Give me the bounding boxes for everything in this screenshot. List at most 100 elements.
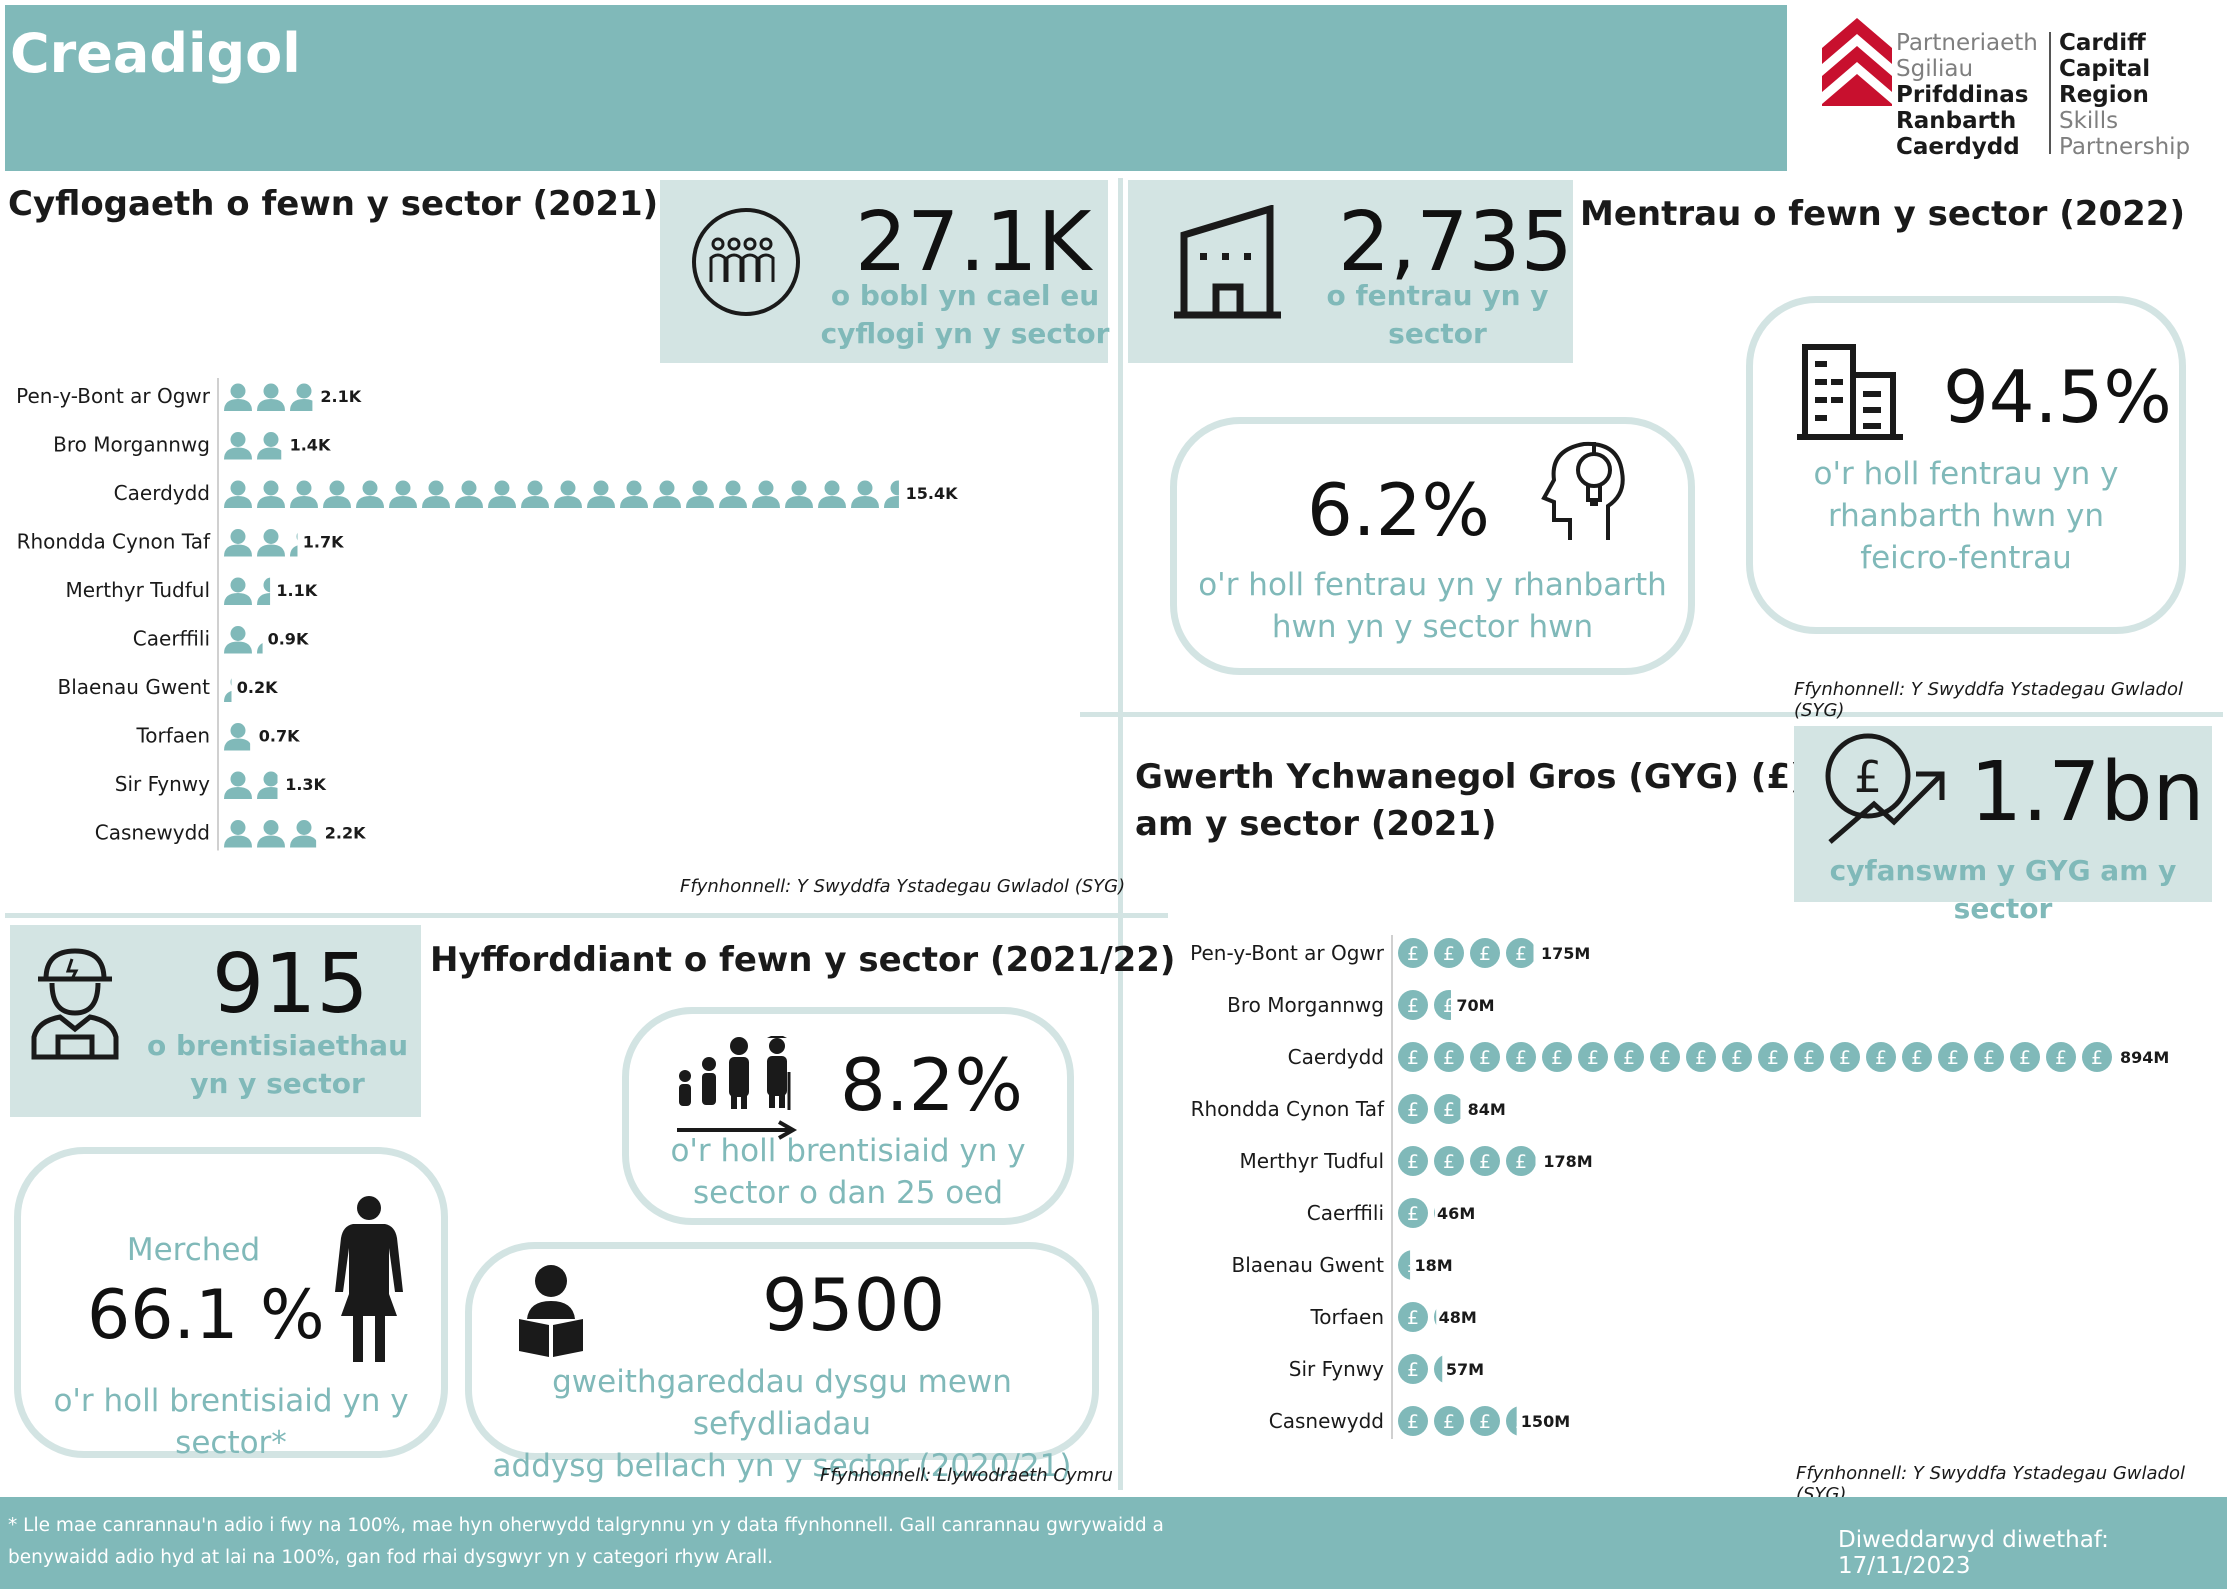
pound-coin-icon: £ xyxy=(1902,1042,1932,1072)
logo-line: Sgiliau xyxy=(1896,56,1974,82)
svg-text:£: £ xyxy=(1407,995,1419,1017)
employment-kpi-value: 27.1K xyxy=(855,195,1092,290)
pound-coin-icon: £ xyxy=(1794,1042,1824,1072)
employment-source: Ffynhonnell: Y Swyddfa Ystadegau Gwladol… xyxy=(680,876,1126,897)
svg-text:£: £ xyxy=(1407,1151,1419,1173)
svg-text:£: £ xyxy=(1731,1047,1743,1069)
data-label: 57M xyxy=(1446,1360,1484,1379)
person-icon xyxy=(389,480,417,508)
person-icon xyxy=(224,723,251,751)
svg-text:£: £ xyxy=(1479,1151,1491,1173)
person-icon xyxy=(257,643,263,654)
data-label: 84M xyxy=(1468,1100,1506,1119)
svg-text:£: £ xyxy=(1407,1099,1419,1121)
person-icon xyxy=(818,480,846,508)
pound-coin-icon: £ xyxy=(1506,1406,1517,1436)
pound-coin-icon: £ xyxy=(1398,1146,1428,1176)
enterprises-kpi-label-line: o fentrau yn y xyxy=(1326,279,1549,312)
under25-value: 8.2% xyxy=(840,1043,1023,1127)
category-label: Caerdydd xyxy=(1288,1045,1384,1069)
page-title: Creadigol xyxy=(10,22,301,85)
pound-coin-icon: £ xyxy=(1506,1042,1536,1072)
micro-enterprise-value: 94.5% xyxy=(1943,355,2172,439)
pound-coin-icon: £ xyxy=(2046,1042,2076,1072)
person-icon xyxy=(257,820,285,848)
further-education-label-line: gweithgareddau dysgu mewn sefydliadau xyxy=(552,1364,1012,1442)
logo-line: Partnership xyxy=(2059,134,2191,160)
gva-title: Gwerth Ychwanegol Gros (GYG) (£) am y se… xyxy=(1135,754,1806,848)
apprenticeships-value: 915 xyxy=(212,937,369,1032)
person-icon xyxy=(554,480,582,508)
pound-coin-icon: £ xyxy=(1398,1354,1428,1384)
apprenticeships-kpi-box xyxy=(10,925,421,1117)
employment-kpi-label-line: o bobl yn cael eu xyxy=(830,279,1100,312)
svg-text:£: £ xyxy=(1515,1151,1527,1173)
pound-coin-icon: £ xyxy=(1434,1042,1464,1072)
svg-text:£: £ xyxy=(1407,1047,1419,1069)
person-icon xyxy=(257,480,285,508)
person-icon xyxy=(752,480,780,508)
svg-text:£: £ xyxy=(1839,1047,1851,1069)
data-label: 15.4K xyxy=(906,484,958,503)
employment-chart: Pen-y-Bont ar Ogwr 2.1K Bro Morgannwg 1.4K C… xyxy=(16,378,958,851)
divider-vertical-main xyxy=(1118,178,1123,1490)
svg-text:£: £ xyxy=(1803,1047,1815,1069)
pound-coin-icon: £ xyxy=(1650,1042,1680,1072)
pound-coin-icon: £ xyxy=(1398,1302,1428,1332)
svg-text:£: £ xyxy=(1659,1047,1671,1069)
enterprise-share-card: 6.2% o'r holl fentrau yn y rhanbarth hwn… xyxy=(1170,417,1695,675)
logo-line: Region xyxy=(2059,82,2149,108)
enterprises-kpi-label-line: sector xyxy=(1388,317,1487,350)
logo-line: Capital xyxy=(2059,56,2151,82)
further-education-label-line: addysg bellach yn y sector (2020/21) xyxy=(492,1448,1072,1484)
person-icon xyxy=(587,480,615,508)
footer-note: * Lle mae canrannau'n adio i fwy na 100%… xyxy=(8,1510,1164,1574)
logo-line: Skills xyxy=(2059,108,2119,134)
under25-card: 8.2% o'r holl brentisiaid yn y sector o … xyxy=(622,1007,1074,1225)
women-heading: Merched xyxy=(126,1232,261,1268)
enterprise-share-label-line: o'r holl fentrau yn y rhanbarth xyxy=(1198,567,1667,603)
person-icon xyxy=(257,432,282,460)
svg-text:£: £ xyxy=(1695,1047,1707,1069)
footer-note-line: * Lle mae canrannau'n adio i fwy na 100%… xyxy=(8,1515,1164,1536)
pound-coin-icon: £ xyxy=(1506,938,1534,968)
data-label: 150M xyxy=(1521,1412,1570,1431)
logo-line: Cardiff xyxy=(2059,30,2146,56)
pound-coin-icon: £ xyxy=(1686,1042,1716,1072)
pound-coin-icon: £ xyxy=(1434,1146,1464,1176)
category-label: Caerdydd xyxy=(114,481,210,505)
pound-coin-icon: £ xyxy=(1470,1042,1500,1072)
logo-line: Prifddinas xyxy=(1896,82,2029,108)
person-icon xyxy=(257,771,278,799)
svg-text:£: £ xyxy=(1479,943,1491,965)
employment-kpi-label: o bobl yn cael eu cyflogi yn y sector xyxy=(810,277,1120,353)
category-label: Casnewydd xyxy=(95,821,210,845)
svg-text:£: £ xyxy=(1443,1047,1455,1069)
office-building-icon xyxy=(1797,344,1903,440)
training-title: Hyfforddiant o fewn y sector (2021/22) xyxy=(430,940,1176,980)
category-label: Sir Fynwy xyxy=(1289,1357,1384,1381)
micro-enterprise-label-line: o'r holl fentrau yn y xyxy=(1813,456,2119,492)
svg-text:£: £ xyxy=(1587,1047,1599,1069)
enterprises-kpi-value: 2,735 xyxy=(1338,195,1573,290)
category-label: Bro Morgannwg xyxy=(53,433,210,457)
pound-coin-icon: £ xyxy=(1398,1198,1428,1228)
pound-coin-icon: £ xyxy=(1470,1146,1500,1176)
person-icon xyxy=(224,529,252,557)
person-icon xyxy=(290,480,318,508)
micro-enterprise-label-line: rhanbarth hwn yn xyxy=(1827,498,2105,534)
logo-welsh: Partneriaeth Sgiliau Prifddinas Ranbarth… xyxy=(1896,30,2038,160)
people-group-icon xyxy=(692,208,800,316)
svg-text:£: £ xyxy=(1443,1099,1455,1121)
svg-text:£: £ xyxy=(1947,1047,1959,1069)
data-label: 1.1K xyxy=(276,581,317,600)
further-education-value: 9500 xyxy=(762,1263,946,1347)
person-icon xyxy=(356,480,384,508)
pound-coin-icon: £ xyxy=(1434,990,1451,1020)
person-icon xyxy=(224,771,252,799)
logo-line: Partneriaeth xyxy=(1896,30,2038,56)
svg-text:£: £ xyxy=(1479,1411,1491,1433)
enterprises-title: Mentrau o fewn y sector (2022) xyxy=(1580,194,2185,234)
svg-text:£: £ xyxy=(2055,1047,2067,1069)
category-label: Merthyr Tudful xyxy=(65,578,210,602)
